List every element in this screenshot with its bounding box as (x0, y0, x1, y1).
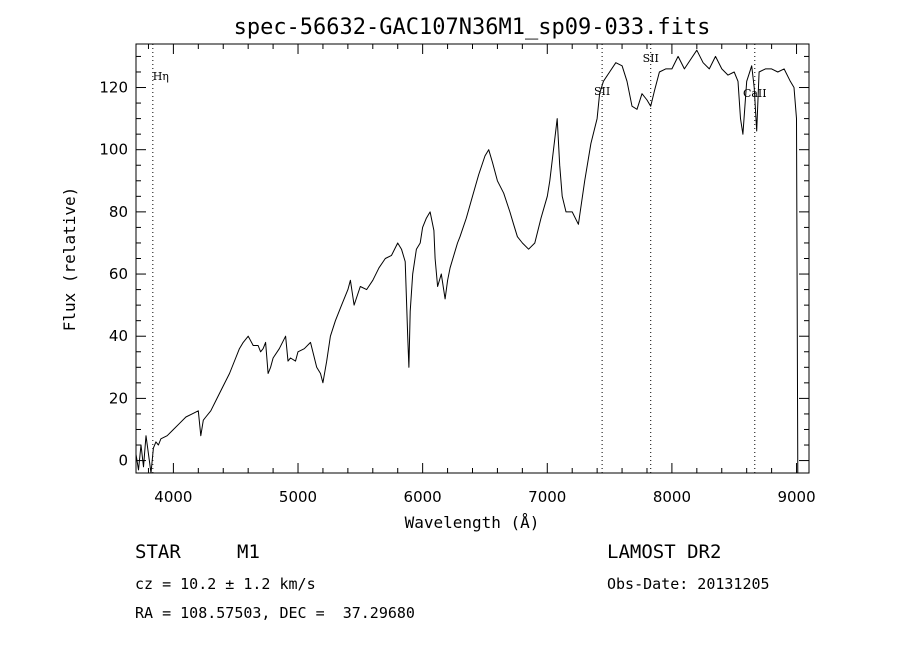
x-tick-label: 6000 (404, 488, 442, 506)
x-tick-label: 8000 (653, 488, 691, 506)
x-tick-label: 7000 (528, 488, 566, 506)
object-class: STAR (135, 541, 181, 563)
redshift-cz: cz = 10.2 ± 1.2 km/s (135, 575, 316, 593)
object-subclass: M1 (237, 541, 260, 563)
x-tick-label: 5000 (279, 488, 317, 506)
plot-border (135, 43, 810, 474)
spectral-line-label: Hη (153, 70, 169, 83)
x-tick-labels: 4000 5000 6000 7000 8000 9000 (154, 488, 815, 506)
y-tick-label: 80 (109, 203, 128, 221)
chart-title: spec-56632-GAC107N36M1_sp09-033.fits (234, 15, 711, 40)
x-tick-label: 4000 (154, 488, 192, 506)
series-line-spectrum (135, 49, 799, 474)
series-group (135, 49, 799, 474)
y-tick-label: 60 (109, 265, 128, 283)
x-tick-label: 9000 (777, 488, 815, 506)
y-axis-label: Flux (relative) (60, 187, 79, 332)
y-tick-label: 100 (99, 141, 128, 159)
survey-name: LAMOST DR2 (607, 541, 722, 563)
y-tick-label: 0 (118, 452, 128, 470)
spectral-line-label: SII (643, 52, 659, 65)
plot-frame (135, 43, 810, 474)
y-tick-label: 40 (109, 327, 128, 345)
x-axis-label: Wavelength (Å) (405, 513, 540, 532)
y-tick-labels: 0 20 40 60 80 100 120 (99, 79, 128, 470)
spectral-line-label: SII (594, 85, 610, 98)
y-tick-label: 20 (109, 389, 128, 407)
axis-ticks (136, 44, 809, 473)
ra-dec: RA = 108.57503, DEC = 37.29680 (135, 604, 415, 622)
observation-date: Obs-Date: 20131205 (607, 575, 770, 593)
y-tick-label: 120 (99, 79, 128, 97)
